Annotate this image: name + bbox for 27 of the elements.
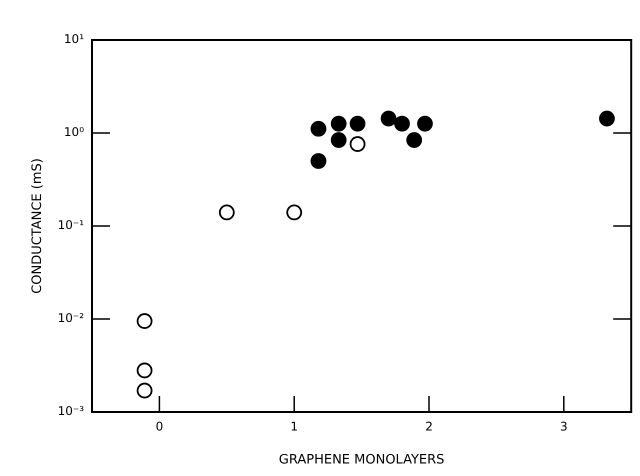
y-tick-label: 10⁻¹ [58, 218, 84, 232]
point [330, 116, 347, 132]
point [310, 120, 326, 137]
point [136, 362, 152, 378]
point [136, 382, 152, 398]
x-tick-label: 3 [560, 419, 568, 434]
point [350, 136, 366, 152]
point [350, 116, 366, 132]
x-axis-title: GRAPHENE MONOLAYERS [278, 452, 444, 468]
x-tick-label: 2 [425, 419, 433, 434]
point [136, 313, 152, 329]
y-tick-label: 10⁻³ [58, 404, 84, 418]
point [310, 153, 326, 169]
y-axis-title: CONDUCTANCE (mS) [30, 158, 46, 294]
point [417, 116, 433, 132]
point [599, 110, 615, 126]
x-tick-label: 0 [156, 419, 164, 434]
point [394, 116, 410, 132]
x-tick-label: 1 [290, 419, 298, 434]
point [330, 132, 347, 148]
y-tick-label: 10¹ [64, 32, 84, 46]
y-tick-label: 10⁰ [64, 125, 84, 140]
y-tick-label: 10⁻² [58, 311, 84, 326]
point [286, 204, 302, 220]
point [406, 132, 422, 148]
point [380, 110, 396, 126]
point [218, 204, 235, 220]
